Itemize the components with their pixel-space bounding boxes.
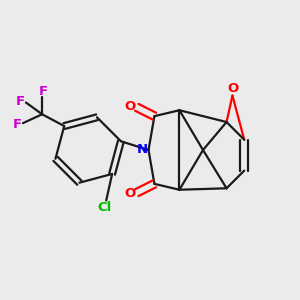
Text: F: F xyxy=(13,118,22,131)
Text: Cl: Cl xyxy=(98,201,112,214)
Text: N: N xyxy=(137,143,148,157)
Text: F: F xyxy=(39,85,48,98)
Text: O: O xyxy=(227,82,239,95)
Text: F: F xyxy=(16,94,25,107)
Text: O: O xyxy=(124,100,136,113)
Text: O: O xyxy=(124,187,136,200)
